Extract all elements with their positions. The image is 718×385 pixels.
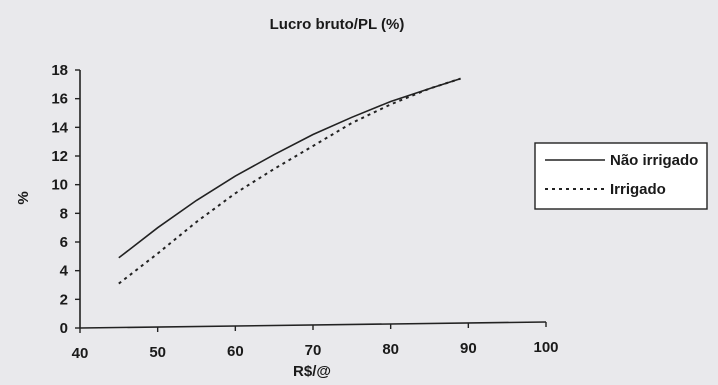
y-tick-label: 12 <box>51 148 68 165</box>
series-group <box>118 77 461 285</box>
y-tick-label: 10 <box>51 177 68 194</box>
legend-box <box>534 142 708 210</box>
legend-label-2: Irrigado <box>610 181 666 198</box>
series-line-1 <box>118 77 461 259</box>
y-axis-title: % <box>15 191 32 204</box>
y-tick-label: 14 <box>51 119 68 136</box>
y-tick-label: 8 <box>60 205 68 222</box>
y-tick-label: 4 <box>60 263 69 280</box>
x-tick-label: 40 <box>72 345 89 362</box>
y-tick-label: 0 <box>60 320 68 337</box>
x-tick-label: 90 <box>460 340 477 357</box>
y-tick-label: 2 <box>60 291 68 308</box>
legend-label-1: Não irrigado <box>610 152 698 169</box>
ticks: 0 2 4 6 8 10 12 14 16 18 40 50 60 70 80 90 100 <box>51 62 558 362</box>
x-tick-label: 50 <box>149 344 166 361</box>
y-tick-label: 6 <box>60 234 68 251</box>
x-tick-label: 60 <box>227 343 244 360</box>
y-tick-label: 18 <box>51 62 68 79</box>
x-tick-label: 80 <box>382 341 399 358</box>
y-tick-label: 16 <box>51 91 68 108</box>
x-axis-title: R$/@ <box>293 363 331 380</box>
axes <box>79 70 547 329</box>
chart-title: Lucro bruto/PL (%) <box>270 16 405 33</box>
series-line-2 <box>118 77 461 285</box>
x-tick-label: 100 <box>533 339 558 356</box>
legend: Não irrigado Irrigado <box>534 142 708 210</box>
x-tick-label: 70 <box>305 342 322 359</box>
